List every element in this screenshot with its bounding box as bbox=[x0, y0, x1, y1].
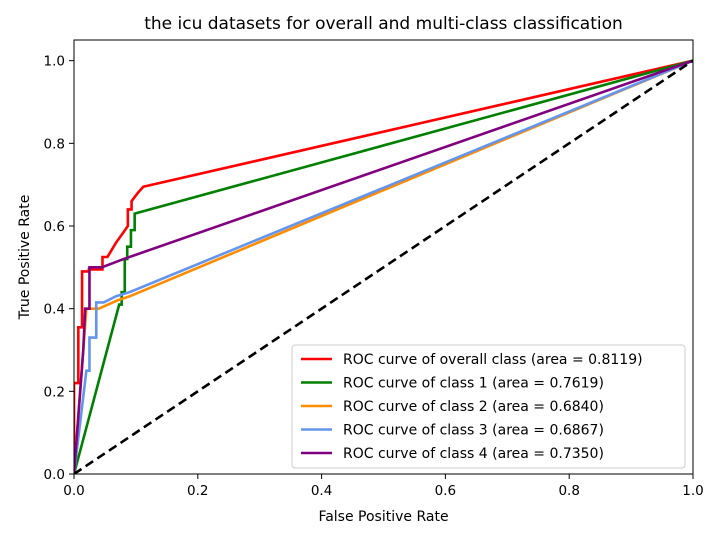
x-axis-ticks: 0.0 0.2 0.4 0.6 0.8 1.0 bbox=[63, 474, 704, 499]
y-tick-label: 1.0 bbox=[44, 54, 65, 70]
chart-title: the icu datasets for overall and multi-c… bbox=[144, 14, 623, 34]
legend-label-2: ROC curve of class 2 (area = 0.6840) bbox=[343, 399, 604, 415]
roc-series-line-3 bbox=[74, 59, 693, 474]
x-tick-label: 0.2 bbox=[187, 483, 208, 499]
y-axis-ticks: 0.0 0.2 0.4 0.6 0.8 1.0 bbox=[44, 54, 74, 483]
plot-area bbox=[74, 59, 693, 474]
x-tick-label: 0.4 bbox=[311, 483, 332, 499]
y-tick-label: 0.2 bbox=[44, 384, 65, 400]
legend-label-4: ROC curve of class 4 (area = 0.7350) bbox=[343, 446, 604, 462]
y-tick-label: 0.6 bbox=[44, 219, 65, 235]
x-tick-label: 1.0 bbox=[682, 483, 703, 499]
y-tick-label: 0.8 bbox=[44, 136, 65, 152]
roc-series-line-0 bbox=[74, 59, 693, 474]
legend-label-1: ROC curve of class 1 (area = 0.7619) bbox=[343, 376, 604, 392]
roc-series-line-4 bbox=[74, 59, 693, 474]
y-axis-label: True Positive Rate bbox=[17, 195, 33, 321]
x-tick-label: 0.6 bbox=[435, 483, 456, 499]
y-tick-label: 0.0 bbox=[44, 467, 65, 483]
reference-diagonal-line bbox=[74, 59, 693, 474]
legend-label-3: ROC curve of class 3 (area = 0.6867) bbox=[343, 423, 604, 439]
x-axis-label: False Positive Rate bbox=[318, 509, 448, 525]
legend-label-0: ROC curve of overall class (area = 0.811… bbox=[343, 352, 643, 368]
x-tick-label: 0.8 bbox=[558, 483, 579, 499]
x-tick-label: 0.0 bbox=[63, 483, 84, 499]
y-tick-label: 0.4 bbox=[44, 302, 65, 318]
plot-frame bbox=[73, 39, 694, 475]
legend: ROC curve of overall class (area = 0.811… bbox=[291, 344, 686, 469]
legend-box bbox=[291, 344, 686, 469]
